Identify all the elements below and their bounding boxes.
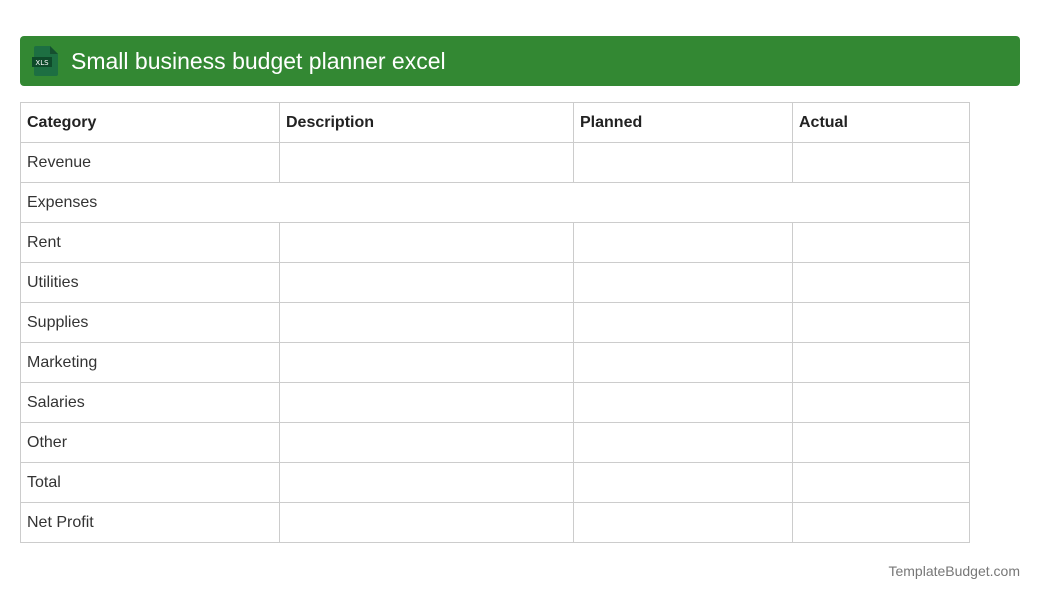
table-row: Marketing [20,342,970,383]
column-header-planned: Planned [573,102,793,143]
empty-cell[interactable] [279,142,574,183]
table-row: Revenue [20,142,970,183]
empty-cell[interactable] [279,502,574,543]
column-header-actual: Actual [792,102,970,143]
footer-brand[interactable]: TemplateBudget.com [888,563,1020,579]
table-row: Supplies [20,302,970,343]
category-cell[interactable]: Net Profit [20,502,280,543]
category-cell[interactable]: Utilities [20,262,280,303]
column-header-description: Description [279,102,574,143]
category-cell[interactable]: Expenses [20,182,970,223]
page-title: Small business budget planner excel [71,48,446,74]
page-header: XLS Small business budget planner excel [20,36,1020,86]
empty-cell[interactable] [573,342,793,383]
svg-text:XLS: XLS [35,59,49,67]
empty-cell[interactable] [792,142,970,183]
empty-cell[interactable] [279,462,574,503]
empty-cell[interactable] [792,422,970,463]
empty-cell[interactable] [792,382,970,423]
empty-cell[interactable] [573,502,793,543]
table-row: Rent [20,222,970,263]
empty-cell[interactable] [792,302,970,343]
empty-cell[interactable] [573,382,793,423]
empty-cell[interactable] [792,502,970,543]
table-row: Utilities [20,262,970,303]
table-row: Expenses [20,182,970,223]
empty-cell[interactable] [792,342,970,383]
category-cell[interactable]: Revenue [20,142,280,183]
empty-cell[interactable] [279,302,574,343]
table-row: Other [20,422,970,463]
table-row: Net Profit [20,502,970,543]
category-cell[interactable]: Other [20,422,280,463]
empty-cell[interactable] [573,462,793,503]
xls-file-icon: XLS [32,46,58,76]
budget-table: Category Description Planned Actual Reve… [20,102,970,543]
table-row: Salaries [20,382,970,423]
empty-cell[interactable] [279,382,574,423]
empty-cell[interactable] [573,222,793,263]
column-header-category: Category [20,102,280,143]
empty-cell[interactable] [573,302,793,343]
empty-cell[interactable] [792,462,970,503]
empty-cell[interactable] [279,222,574,263]
empty-cell[interactable] [573,422,793,463]
category-cell[interactable]: Supplies [20,302,280,343]
empty-cell[interactable] [792,222,970,263]
empty-cell[interactable] [792,262,970,303]
empty-cell[interactable] [279,422,574,463]
table-row: Total [20,462,970,503]
category-cell[interactable]: Rent [20,222,280,263]
category-cell[interactable]: Marketing [20,342,280,383]
empty-cell[interactable] [573,142,793,183]
empty-cell[interactable] [279,342,574,383]
category-cell[interactable]: Salaries [20,382,280,423]
empty-cell[interactable] [573,262,793,303]
empty-cell[interactable] [279,262,574,303]
category-cell[interactable]: Total [20,462,280,503]
